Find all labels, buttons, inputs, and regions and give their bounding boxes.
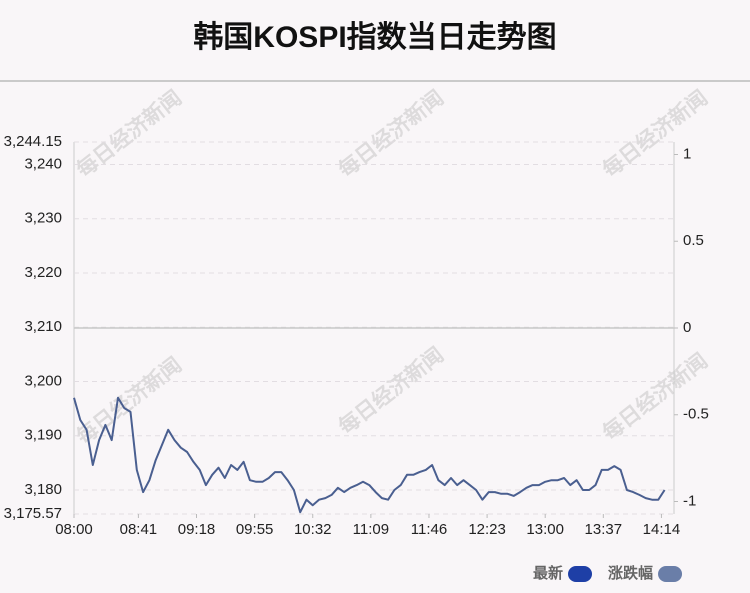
y-tick-label: 3,244.15 — [4, 133, 62, 150]
y2-tick-label: -0.5 — [683, 406, 709, 423]
y2-tick-label: 1 — [683, 145, 691, 162]
y-tick-label: 3,240 — [24, 155, 62, 172]
x-tick-label: 13:37 — [585, 521, 623, 538]
y-tick-label: 3,210 — [24, 318, 62, 335]
x-tick-label: 08:41 — [120, 521, 158, 538]
y-tick-label: 3,175.57 — [4, 505, 62, 522]
x-tick-label: 09:55 — [236, 521, 274, 538]
x-tick-label: 11:46 — [411, 521, 447, 538]
x-tick-label: 11:09 — [353, 521, 389, 538]
y-tick-label: 3,230 — [24, 210, 62, 227]
legend-swatch — [568, 566, 593, 582]
y-tick-label: 3,200 — [24, 372, 62, 389]
x-tick-label: 12:23 — [468, 521, 506, 538]
watermark: 每日经济新闻 — [71, 352, 186, 449]
legend-label: 最新 — [533, 564, 563, 582]
y-tick-label: 3,190 — [24, 427, 62, 444]
y2-tick-label: 0.5 — [683, 232, 704, 249]
y2-tick-label: 0 — [683, 319, 691, 336]
watermark: 每日经济新闻 — [333, 342, 448, 439]
watermark: 每日经济新闻 — [597, 348, 712, 445]
x-tick-label: 09:18 — [178, 521, 216, 538]
x-tick-label: 10:32 — [294, 521, 332, 538]
x-tick-label: 08:00 — [55, 521, 93, 538]
x-tick-label: 13:00 — [526, 521, 564, 538]
price-line — [73, 396, 666, 514]
x-tick-label: 14:14 — [643, 521, 681, 538]
y-tick-label: 3,180 — [24, 481, 62, 498]
watermark: 每日经济新闻 — [597, 85, 712, 182]
watermark: 每日经济新闻 — [71, 85, 186, 182]
y-tick-label: 3,220 — [24, 264, 62, 281]
chart-title: 韩国KOSPI指数当日走势图 — [193, 21, 556, 54]
legend-label: 涨跌幅 — [608, 564, 653, 582]
y2-tick-label: -1 — [683, 492, 696, 509]
watermark: 每日经济新闻 — [333, 85, 448, 182]
legend-swatch — [658, 566, 683, 582]
